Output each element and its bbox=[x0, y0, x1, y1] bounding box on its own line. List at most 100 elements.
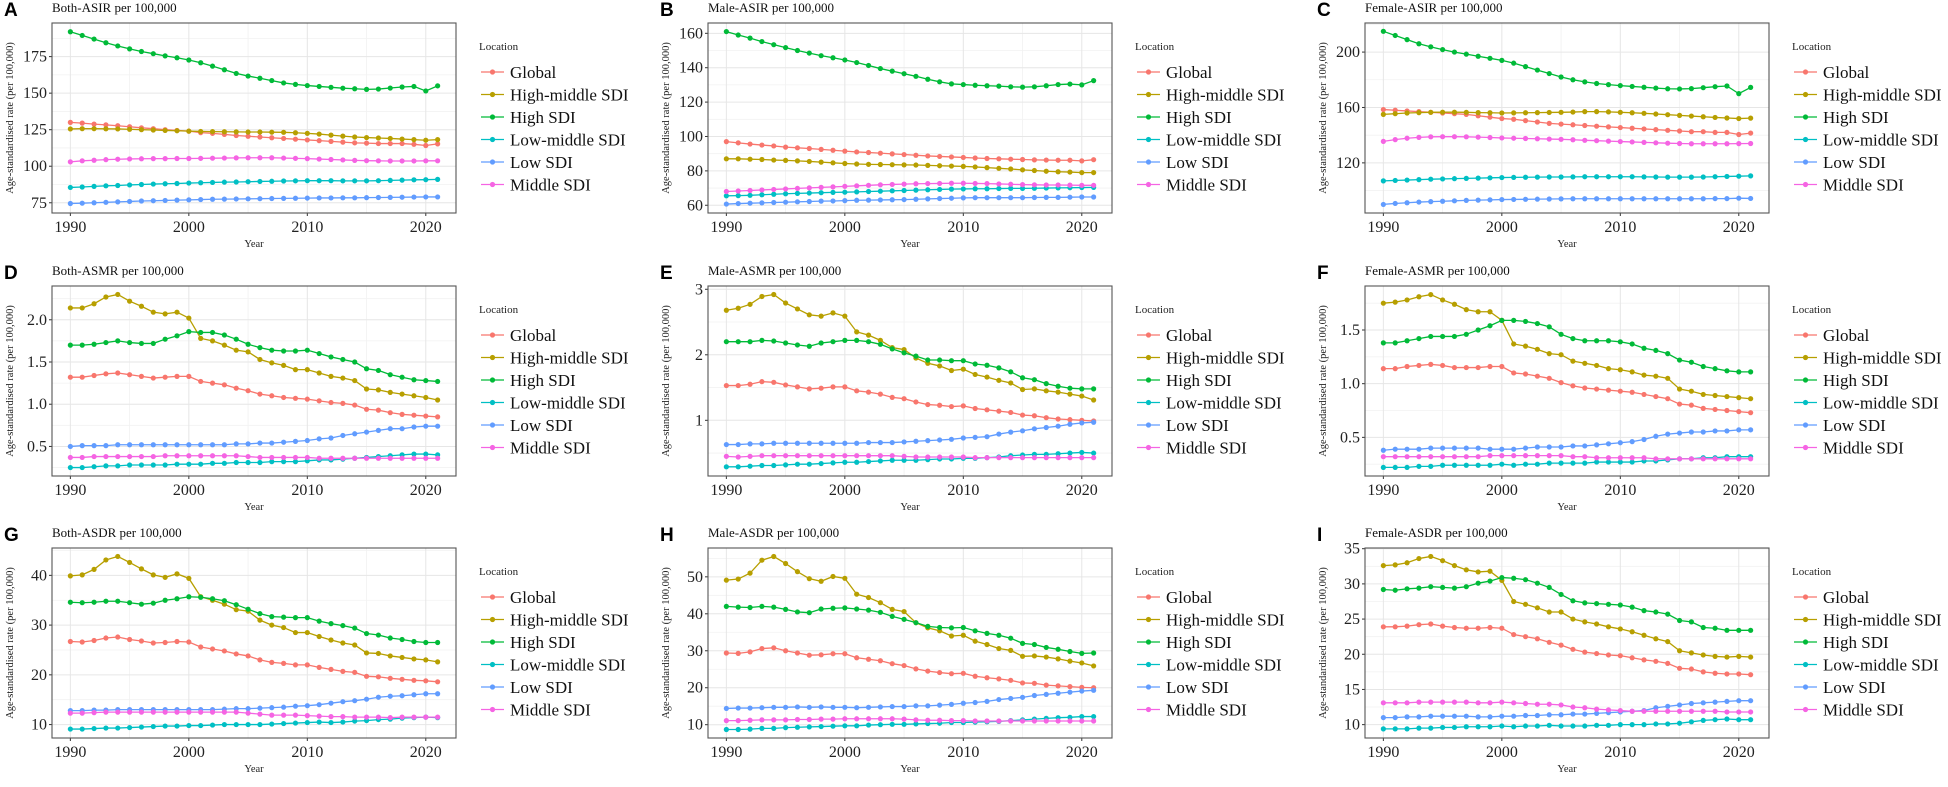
y-tick-label: 150 bbox=[23, 85, 47, 102]
data-point bbox=[1748, 456, 1754, 462]
data-point bbox=[972, 155, 978, 161]
data-point bbox=[1440, 454, 1446, 460]
data-point bbox=[375, 427, 381, 433]
data-point bbox=[1511, 700, 1517, 706]
data-point bbox=[771, 379, 777, 385]
data-point bbox=[1019, 680, 1026, 686]
data-point bbox=[352, 140, 358, 146]
data-point bbox=[901, 71, 907, 77]
data-point bbox=[937, 195, 943, 202]
data-point bbox=[806, 185, 812, 191]
y-axis-title: Age-standardised rate (per 100,000) bbox=[5, 42, 16, 194]
data-point bbox=[996, 455, 1002, 461]
series-low-sdi bbox=[723, 419, 1097, 448]
data-point bbox=[1712, 717, 1718, 723]
data-point bbox=[1428, 713, 1434, 719]
data-point bbox=[328, 621, 334, 627]
data-point bbox=[1546, 609, 1552, 615]
data-point bbox=[186, 180, 192, 186]
legend-item: Middle SDI bbox=[1794, 439, 1904, 458]
data-point bbox=[794, 704, 801, 710]
data-point bbox=[150, 453, 156, 460]
x-tick-label: 2020 bbox=[1066, 482, 1098, 499]
data-point bbox=[1724, 654, 1730, 660]
data-point bbox=[842, 575, 848, 581]
data-point bbox=[1392, 200, 1398, 207]
data-point bbox=[245, 721, 251, 728]
data-point bbox=[1558, 352, 1564, 358]
legend-key-point bbox=[1145, 399, 1152, 406]
data-point bbox=[1380, 714, 1386, 721]
data-point bbox=[783, 725, 789, 731]
data-point bbox=[316, 664, 322, 670]
data-point bbox=[292, 615, 299, 621]
data-point bbox=[972, 718, 978, 724]
data-point bbox=[363, 134, 370, 141]
legend-item: High-middle SDI bbox=[1137, 86, 1285, 105]
data-point bbox=[257, 345, 263, 351]
data-point bbox=[363, 406, 370, 412]
data-point bbox=[269, 459, 275, 465]
data-point bbox=[806, 716, 812, 723]
data-point bbox=[1079, 386, 1085, 392]
data-point bbox=[1617, 124, 1623, 131]
data-point bbox=[1451, 585, 1458, 591]
data-point bbox=[1522, 135, 1529, 142]
data-point bbox=[830, 704, 836, 710]
data-point bbox=[854, 591, 860, 597]
data-point bbox=[1499, 57, 1505, 63]
data-point bbox=[1594, 621, 1600, 627]
data-point bbox=[1558, 712, 1564, 718]
data-point bbox=[411, 194, 417, 200]
data-point bbox=[411, 137, 417, 143]
data-point bbox=[399, 374, 405, 380]
data-point bbox=[115, 156, 121, 162]
y-axis-title: Age-standardised rate (per 100,000) bbox=[1318, 567, 1329, 719]
data-point bbox=[162, 574, 168, 580]
data-point bbox=[186, 442, 192, 448]
data-point bbox=[1594, 600, 1600, 607]
data-point bbox=[115, 598, 121, 604]
data-point bbox=[783, 382, 789, 388]
series-global bbox=[723, 139, 1097, 164]
data-point bbox=[1617, 109, 1623, 115]
legend-item: Low-middle SDI bbox=[481, 131, 626, 150]
data-point bbox=[115, 338, 121, 344]
data-point bbox=[889, 716, 895, 722]
data-point bbox=[1475, 197, 1481, 203]
data-point bbox=[1629, 604, 1635, 610]
data-point bbox=[91, 200, 97, 206]
data-point bbox=[842, 440, 848, 446]
data-point bbox=[1463, 134, 1469, 140]
data-point bbox=[1724, 716, 1730, 722]
data-point bbox=[984, 455, 990, 461]
legend-key-point bbox=[489, 594, 496, 600]
data-point bbox=[1605, 459, 1612, 465]
x-axis-title: Year bbox=[900, 239, 920, 250]
plot-background bbox=[708, 286, 1112, 476]
data-point bbox=[245, 653, 251, 659]
data-point bbox=[423, 451, 429, 457]
x-tick-label: 1990 bbox=[54, 482, 86, 499]
data-point bbox=[340, 714, 346, 720]
data-point bbox=[316, 436, 322, 442]
data-point bbox=[854, 388, 860, 394]
data-point bbox=[854, 716, 860, 722]
series-low-middle-sdi bbox=[1380, 716, 1754, 732]
data-point bbox=[854, 183, 860, 189]
chart-title: Male-ASDR per 100,000 bbox=[708, 525, 839, 540]
data-point bbox=[375, 455, 381, 461]
data-point bbox=[783, 453, 789, 459]
legend-item: Low SDI bbox=[481, 678, 573, 697]
data-point bbox=[1641, 391, 1647, 398]
data-point bbox=[162, 197, 168, 204]
data-point bbox=[984, 186, 990, 192]
legend-label: Global bbox=[510, 63, 557, 82]
data-point bbox=[375, 140, 381, 147]
data-point bbox=[723, 307, 729, 313]
data-point bbox=[901, 716, 907, 722]
data-point bbox=[877, 609, 883, 615]
data-point bbox=[399, 426, 405, 432]
data-point bbox=[198, 722, 204, 729]
x-tick-label: 2010 bbox=[1604, 482, 1636, 499]
